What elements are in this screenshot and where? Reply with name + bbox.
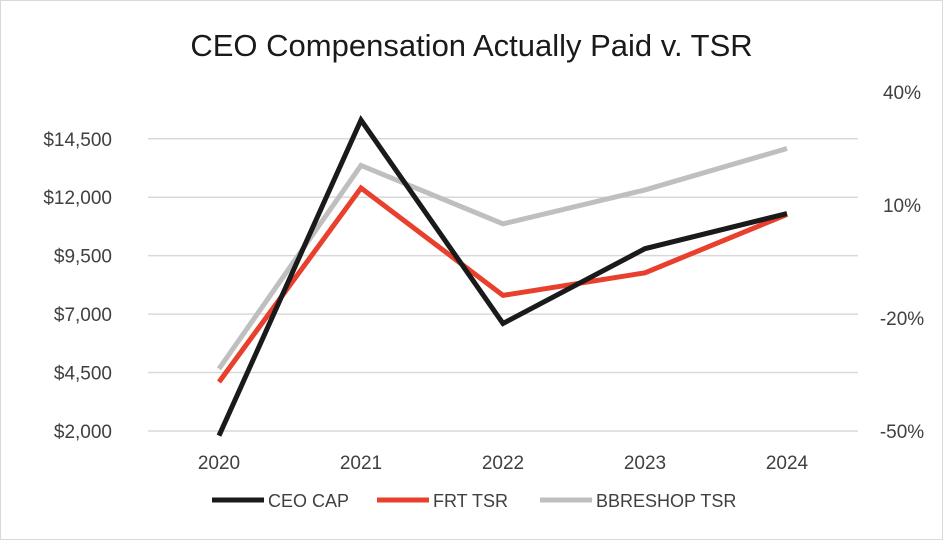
x-tick-label: 2023 xyxy=(624,453,666,474)
series-line-bbreshop-tsr xyxy=(216,146,788,371)
series-line-ceo-cap xyxy=(216,115,788,437)
gridlines xyxy=(148,138,858,432)
x-tick-label: 2021 xyxy=(340,453,382,474)
legend-label: CEO CAP xyxy=(268,491,349,511)
right-axis: -50% -20% 10% 40% xyxy=(880,83,924,443)
legend-label: BBRESHOP TSR xyxy=(596,491,736,511)
series-lines xyxy=(216,115,788,437)
x-tick-label: 2020 xyxy=(198,453,240,474)
left-tick-label: $14,500 xyxy=(43,130,112,151)
left-axis: $2,000 $4,500 $7,000 $9,500 $12,000 $14,500 xyxy=(43,130,112,443)
left-tick-label: $4,500 xyxy=(54,364,112,385)
chart-title: CEO Compensation Actually Paid v. TSR xyxy=(190,28,752,63)
x-tick-label: 2024 xyxy=(766,453,809,474)
left-tick-label: $7,000 xyxy=(54,305,112,326)
series-line-frt-tsr xyxy=(216,184,788,384)
right-tick-label: 40% xyxy=(883,83,921,104)
legend: CEO CAP FRT TSR BBRESHOP TSR xyxy=(212,491,736,511)
right-tick-label: -20% xyxy=(880,309,924,330)
right-tick-label: 10% xyxy=(883,196,921,217)
x-tick-label: 2022 xyxy=(482,453,524,474)
left-tick-label: $9,500 xyxy=(54,247,112,268)
left-tick-label: $12,000 xyxy=(43,188,112,209)
left-tick-label: $2,000 xyxy=(54,422,112,443)
right-tick-label: -50% xyxy=(880,422,924,443)
legend-label: FRT TSR xyxy=(433,491,508,511)
x-axis: 2020 2021 2022 2023 2024 xyxy=(198,453,809,474)
